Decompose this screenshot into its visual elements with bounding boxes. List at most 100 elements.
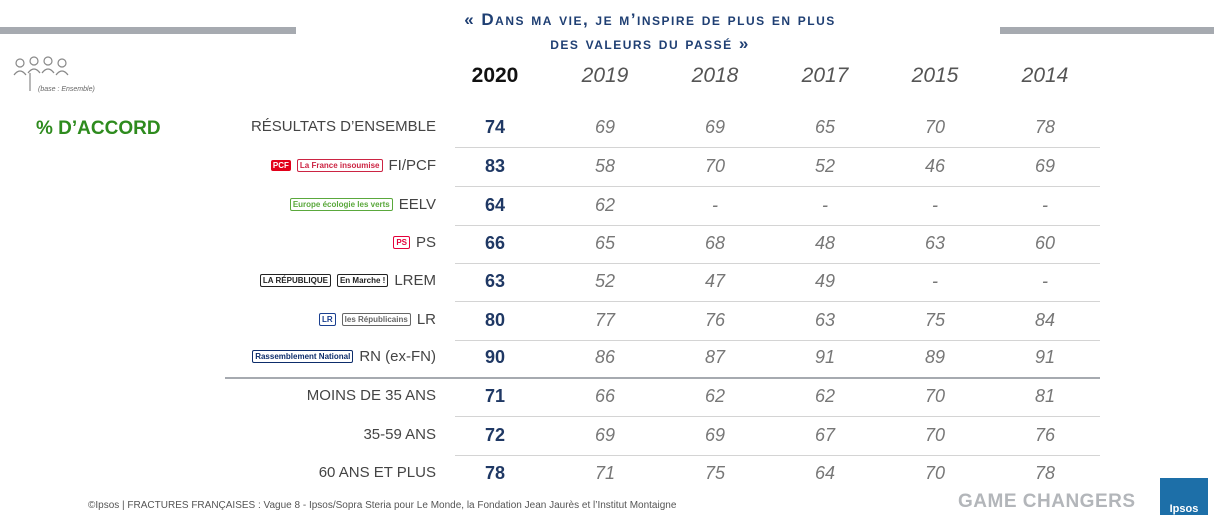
row-separator (455, 225, 1100, 226)
row-separator (455, 263, 1100, 264)
table-cell: 46 (924, 156, 946, 176)
base-note: (base : Ensemble) (38, 86, 95, 93)
table-cell: 62 (594, 195, 616, 215)
column-header: 2020 (471, 64, 519, 87)
row-label: RÉSULTATS D’ENSEMBLE (250, 118, 436, 135)
party-logo: PCF (270, 160, 291, 171)
table-cell: 48 (814, 233, 836, 253)
table-cell: 75 (924, 310, 946, 330)
row-label-group: RÉSULTATS D’ENSEMBLE (251, 118, 436, 135)
table-cell: 91 (814, 347, 836, 367)
header-bar (0, 27, 296, 34)
row-separator (455, 186, 1100, 187)
row-label-group: LR les Républicains LR (319, 311, 436, 328)
party-logo: LA RÉPUBLIQUE (259, 274, 331, 287)
row-label-group: LA RÉPUBLIQUE En Marche ! LREM (259, 272, 436, 289)
table-cell: - (1042, 271, 1048, 291)
table-cell: 52 (814, 156, 836, 176)
table-cell: 83 (484, 156, 506, 176)
row-label-group: Europe écologie les verts EELV (289, 196, 436, 213)
table-cell: 81 (1034, 386, 1056, 406)
table-cell: 71 (594, 463, 616, 483)
table-cell: - (932, 195, 938, 215)
table-cell: 66 (484, 233, 506, 253)
accord-label: % D’ACCORD (36, 118, 161, 139)
table-cell: 78 (1034, 463, 1056, 483)
title: des valeurs du passé » (550, 34, 750, 53)
table-cell: 77 (594, 310, 616, 330)
header-bar (1000, 27, 1214, 34)
row-separator (455, 147, 1100, 148)
table-cell: 69 (704, 117, 726, 137)
table-cell: 62 (704, 386, 726, 406)
row-label-group: MOINS DE 35 ANS (307, 387, 436, 404)
table-cell: 80 (484, 310, 506, 330)
row-label: PS (415, 234, 436, 251)
title: « Dans ma vie, je m’inspire de plus en p… (464, 10, 836, 29)
table-cell: 69 (1034, 156, 1056, 176)
column-header: 2014 (1021, 64, 1069, 87)
table-cell: 90 (484, 347, 506, 367)
row-separator (455, 340, 1100, 341)
party-logo: les Républicains (341, 313, 411, 326)
row-separator (455, 416, 1100, 417)
table-cell: 75 (704, 463, 726, 483)
table-cell: - (1042, 195, 1048, 215)
row-separator (455, 455, 1100, 456)
table-cell: 71 (484, 386, 506, 406)
row-label: RN (ex-FN) (359, 348, 436, 365)
group-separator (225, 377, 1100, 379)
party-logo: La France insoumise (296, 159, 383, 172)
party-logo: En Marche ! (336, 274, 389, 287)
table-cell: 70 (924, 117, 946, 137)
table-cell: 66 (594, 386, 616, 406)
table-cell: 70 (924, 386, 946, 406)
table-cell: 86 (594, 347, 616, 367)
table-cell: 69 (704, 425, 726, 445)
table-cell: 63 (924, 233, 946, 253)
party-logo: Europe écologie les verts (289, 198, 393, 211)
table-cell: 49 (814, 271, 836, 291)
row-label: LR (416, 311, 436, 328)
table-cell: 67 (814, 425, 836, 445)
table-cell: 78 (484, 463, 506, 483)
column-header: 2018 (691, 64, 739, 87)
table-cell: 69 (594, 117, 616, 137)
table-cell: 68 (704, 233, 726, 253)
column-header: 2015 (911, 64, 959, 87)
table-cell: 69 (594, 425, 616, 445)
column-header: 2017 (801, 64, 849, 87)
table-cell: - (932, 271, 938, 291)
table-cell: 60 (1034, 233, 1056, 253)
table-cell: 74 (484, 117, 506, 137)
table-cell: 76 (1034, 425, 1056, 445)
party-logo: Rassemblement National (252, 350, 354, 363)
brand: GAME CHANGERS (958, 491, 1136, 512)
row-label: EELV (398, 196, 436, 213)
row-label-group: 35-59 ANS (363, 426, 436, 443)
table-cell: - (822, 195, 828, 215)
table-cell: - (712, 195, 718, 215)
row-label-group: 60 ANS ET PLUS (319, 464, 436, 481)
row-label-group: PCF La France insoumise FI/PCF (270, 157, 436, 174)
row-label: LREM (394, 272, 436, 289)
party-logo: LR (319, 313, 336, 326)
row-label: 35-59 ANS (363, 426, 436, 443)
table-cell: 87 (704, 347, 726, 367)
table-cell: 63 (484, 271, 506, 291)
table-cell: 89 (924, 347, 946, 367)
row-label-group: Rassemblement National RN (ex-FN) (252, 348, 436, 365)
table-cell: 65 (594, 233, 616, 253)
table-cell: 70 (924, 425, 946, 445)
table-cell: 52 (594, 271, 616, 291)
table-cell: 64 (814, 463, 836, 483)
table-cell: 91 (1034, 347, 1056, 367)
table-cell: 72 (484, 425, 506, 445)
row-label-group: PS PS (393, 234, 436, 251)
table-cell: 63 (814, 310, 836, 330)
party-logo: PS (393, 236, 410, 249)
table-cell: 78 (1034, 117, 1056, 137)
table-cell: 58 (594, 156, 616, 176)
column-header: 2019 (581, 64, 629, 87)
